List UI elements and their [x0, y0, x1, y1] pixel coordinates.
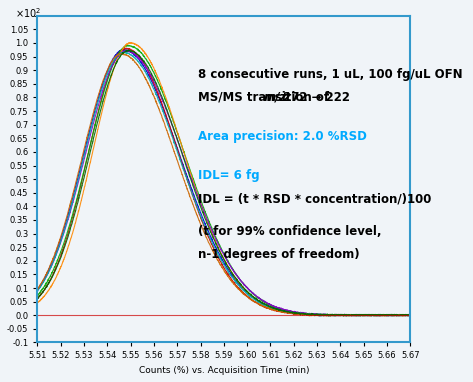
Text: m/z: m/z — [264, 91, 287, 104]
Text: IDL = (t * RSD * concentration/)100: IDL = (t * RSD * concentration/)100 — [198, 192, 431, 205]
Text: n-1 degrees of freedom): n-1 degrees of freedom) — [198, 248, 359, 261]
Text: 272 → 222: 272 → 222 — [279, 91, 350, 104]
Text: $\times$10$^2$: $\times$10$^2$ — [15, 6, 41, 20]
Text: MS/MS transition of: MS/MS transition of — [198, 91, 333, 104]
Text: 8 consecutive runs, 1 uL, 100 fg/uL OFN: 8 consecutive runs, 1 uL, 100 fg/uL OFN — [198, 68, 463, 81]
Text: Area precision: 2.0 %RSD: Area precision: 2.0 %RSD — [198, 130, 367, 143]
X-axis label: Counts (%) vs. Acquisition Time (min): Counts (%) vs. Acquisition Time (min) — [139, 366, 309, 375]
Text: IDL= 6 fg: IDL= 6 fg — [198, 169, 259, 182]
Text: (t for 99% confidence level,: (t for 99% confidence level, — [198, 225, 381, 238]
